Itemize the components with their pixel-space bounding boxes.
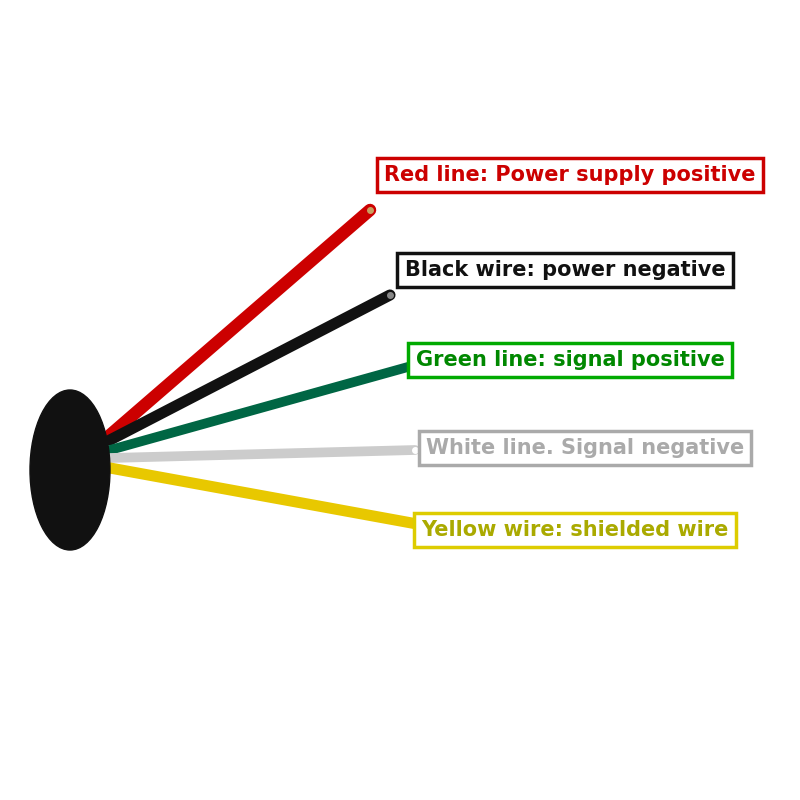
- Text: Green line: signal positive: Green line: signal positive: [415, 350, 725, 370]
- Text: Red line: Power supply positive: Red line: Power supply positive: [384, 165, 756, 185]
- Text: White line. Signal negative: White line. Signal negative: [426, 438, 744, 458]
- Ellipse shape: [30, 390, 110, 550]
- Text: Black wire: power negative: Black wire: power negative: [405, 260, 726, 280]
- Text: Yellow wire: shielded wire: Yellow wire: shielded wire: [422, 520, 729, 540]
